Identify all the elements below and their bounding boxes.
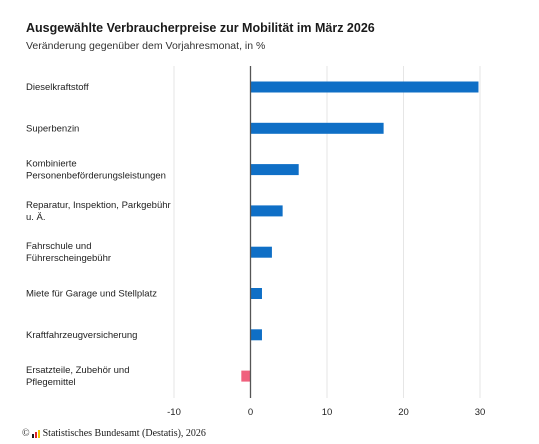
bar bbox=[250, 81, 479, 93]
source-text: Statistisches Bundesamt (Destatis), 2026 bbox=[42, 428, 206, 439]
bar bbox=[250, 122, 384, 134]
bars bbox=[241, 81, 479, 382]
category-label: Ersatzteile, Zubehör und Pflegemittel bbox=[26, 365, 130, 388]
grid-lines bbox=[173, 66, 481, 398]
category-label: Kraftfahrzeugversicherung bbox=[26, 329, 137, 340]
category-label: Kombinierte Personenbeförderungsleistunge… bbox=[26, 158, 166, 181]
x-tick-label: 30 bbox=[475, 407, 486, 418]
bar bbox=[250, 246, 272, 258]
source-note: © Statistisches Bundesamt (Destatis), 20… bbox=[22, 428, 206, 439]
category-label: Miete für Garage und Stellplatz bbox=[26, 288, 157, 299]
chart-subtitle: Veränderung gegenüber dem Vorjahresmonat… bbox=[26, 40, 266, 52]
category-labels: Dieselkraftstoff Superbenzin Kombinierte Pe… bbox=[26, 82, 171, 388]
copyright-symbol: © bbox=[22, 428, 30, 439]
x-tick-label: 10 bbox=[322, 407, 333, 418]
destatis-logo-icon bbox=[31, 429, 40, 438]
bar bbox=[250, 205, 283, 217]
chart-title: Ausgewählte Verbraucherpreise zur Mobili… bbox=[26, 21, 375, 35]
bar bbox=[241, 370, 251, 382]
bar bbox=[250, 329, 262, 341]
x-tick-label: 0 bbox=[248, 407, 253, 418]
x-tick-label: 20 bbox=[398, 407, 409, 418]
category-label: Dieselkraftstoff bbox=[26, 82, 89, 93]
bar bbox=[250, 164, 299, 176]
category-label: Fahrschule und Führerscheingebühr bbox=[26, 241, 111, 264]
x-axis-ticks: -10 0 10 20 30 bbox=[167, 407, 485, 418]
x-tick-label: -10 bbox=[167, 407, 181, 418]
category-label: Superbenzin bbox=[26, 123, 79, 134]
bar bbox=[250, 288, 262, 299]
category-label: Reparatur, Inspektion, Parkgebühr u. Ä. bbox=[26, 199, 171, 222]
